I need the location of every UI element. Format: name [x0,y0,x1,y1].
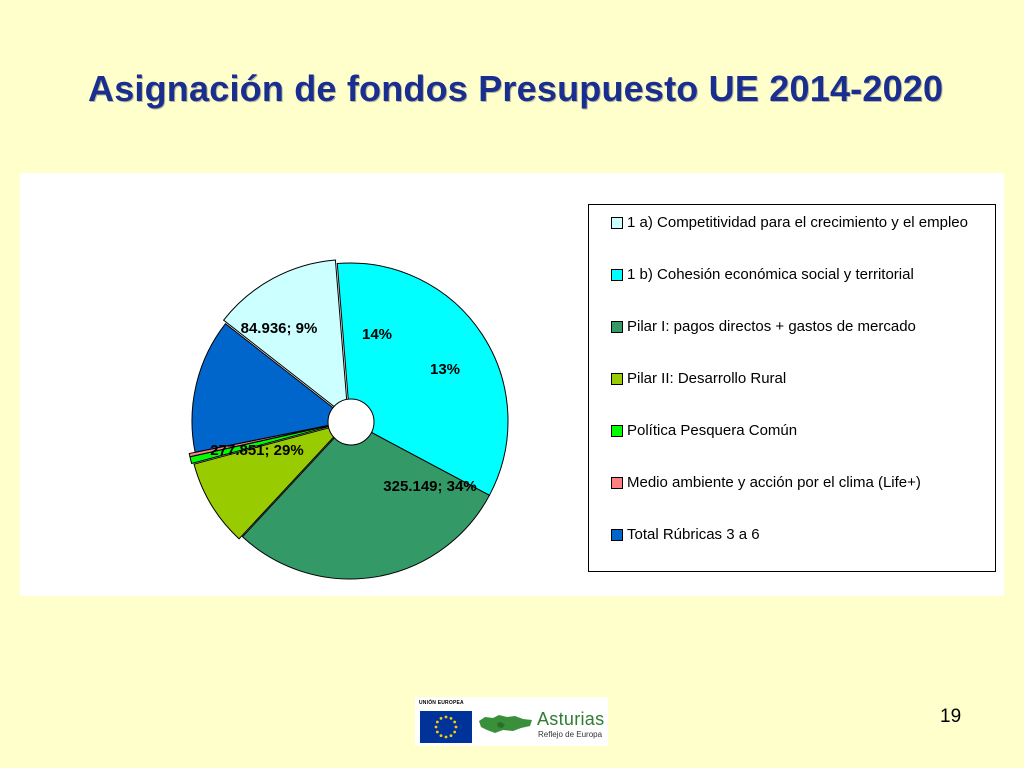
pie-slice-7 [191,323,352,453]
legend-item-3: Pilar I: pagos directos + gastos de merc… [611,317,991,337]
pie-slice-2 [336,262,509,496]
pie-data-label-1: 13% [430,361,460,378]
legend-label: Pilar I: pagos directos + gastos de merc… [627,318,916,335]
legend-swatch [611,373,623,385]
pie-slice-4 [193,422,349,540]
legend-label: Pilar II: Desarrollo Rural [627,370,787,387]
legend-swatch [611,217,623,229]
pie-data-label-3: 277.851; 29% [210,442,303,459]
legend-item-4: Pilar II: Desarrollo Rural [611,369,991,389]
legend-item-7: Total Rúbricas 3 a 6 [611,525,991,545]
eu-caption: UNIÓN EUROPEA [419,700,464,706]
legend-label: 1 a) Competitividad para el crecimiento … [627,214,968,231]
legend-label: Medio ambiente y acción por el clima (Li… [627,474,921,491]
legend-item-6: Medio ambiente y acción por el clima (Li… [611,473,991,493]
legend-item-5: Política Pesquera Común [611,421,991,441]
legend-swatch [611,269,623,281]
pie-chart: 13% 325.149; 34% 277.851; 29% 84.936; 9% 14% [188,259,509,580]
legend-swatch [611,529,623,541]
legend-swatch [611,477,623,489]
pie-center-hole [327,398,375,446]
brand-tagline: Reflejo de Europa [538,730,603,739]
legend-label: Política Pesquera Común [627,422,798,439]
chart-legend: 1 a) Competitividad para el crecimiento … [588,204,996,572]
footer-logo: UNIÓN EUROPEA Asturias Reflejo de Europa [415,697,608,746]
legend-swatch [611,425,623,437]
pie-data-label-2: 325.149; 34% [383,478,476,495]
chart-area: 13% 325.149; 34% 277.851; 29% 84.936; 9% 14%… [20,173,1004,596]
pie-slice-6 [188,421,345,458]
slide-title: Asignación de fondos Presupuesto UE 2014… [88,68,944,109]
pie-slice-3 [241,420,491,580]
legend-label: Total Rúbricas 3 a 6 [627,526,760,543]
slide-number: 19 [940,706,962,727]
legend-label: 1 b) Cohesión económica social y territo… [627,266,914,283]
legend-item-1: 1 a) Competitividad para el crecimiento … [611,213,991,233]
legend-swatch [611,321,623,333]
pie-data-label-7: 14% [362,326,392,343]
asturias-map-icon [479,715,532,733]
legend-item-2: 1 b) Cohesión económica social y territo… [611,265,991,285]
eu-flag-icon [420,711,472,743]
brand-name: Asturias [537,709,605,729]
pie-slice-1 [222,259,349,419]
pie-data-label-4: 84.936; 9% [241,320,318,337]
